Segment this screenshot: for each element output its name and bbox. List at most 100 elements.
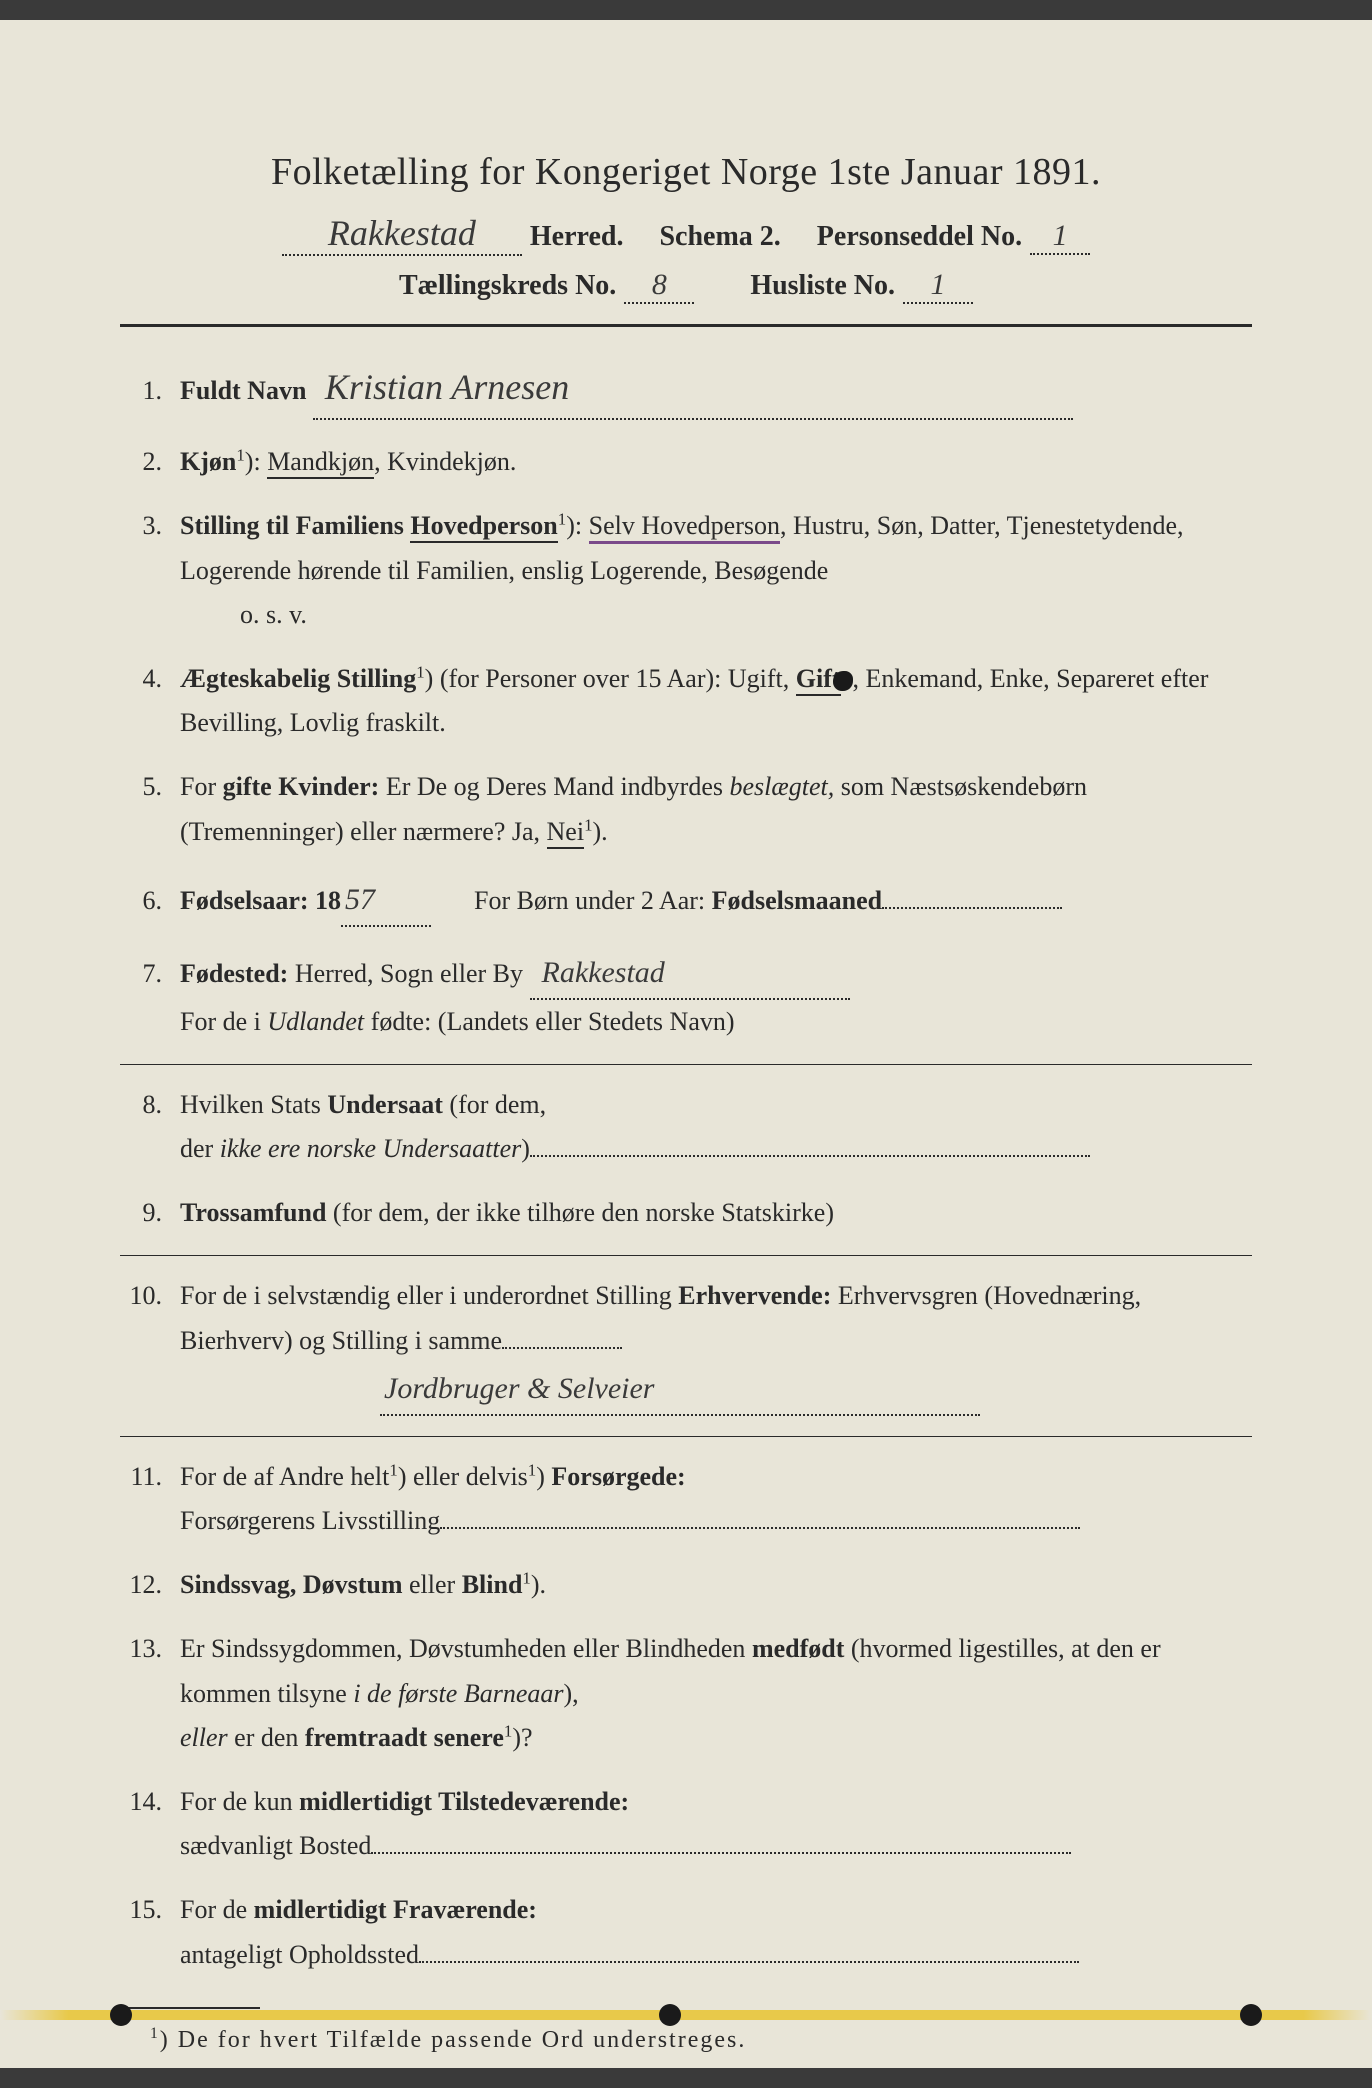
field-num: 4. [120, 657, 180, 701]
field-label: Trossamfund [180, 1198, 326, 1227]
kreds-value: 8 [624, 268, 694, 304]
footnote-ref: 1 [584, 815, 592, 834]
field-13: 13. Er Sindssygdommen, Døvstumheden elle… [120, 1627, 1252, 1760]
field-8: 8. Hvilken Stats Undersaat (for dem, der… [120, 1083, 1252, 1171]
footnote-rule [120, 2007, 260, 2009]
text-italic: Udlandet [267, 1007, 364, 1036]
punch-hole-icon [659, 2004, 681, 2026]
field-num: 8. [120, 1083, 180, 1127]
text: Er De og Deres Mand indbyrdes [379, 772, 729, 801]
field-label: Fødested: [180, 959, 288, 988]
divider [120, 1064, 1252, 1065]
personseddel-value: 1 [1030, 219, 1090, 255]
field-num: 11. [120, 1455, 180, 1499]
text: )? [512, 1723, 532, 1752]
form-title: Folketælling for Kongeriget Norge 1ste J… [120, 150, 1252, 194]
text: Herred, Sogn eller By [288, 959, 523, 988]
field-num: 9. [120, 1191, 180, 1235]
footnote-ref: 1 [528, 1460, 536, 1479]
form-header: Folketælling for Kongeriget Norge 1ste J… [120, 150, 1252, 327]
field-num: 10. [120, 1274, 180, 1318]
blank-field [440, 1527, 1080, 1529]
field-10: 10. For de i selvstændig eller i underor… [120, 1274, 1252, 1415]
blank-field [530, 1155, 1090, 1157]
kreds-label: Tællingskreds No. [399, 270, 616, 302]
text: antageligt Opholdssted [180, 1940, 419, 1969]
field-num: 2. [120, 440, 180, 484]
year-value: 57 [341, 874, 431, 927]
field-label: Ægteskabelig Stilling [180, 664, 416, 693]
field-label: Fødselsaar: 18 [180, 886, 341, 915]
field-7: 7. Fødested: Herred, Sogn eller By Rakke… [120, 947, 1252, 1044]
field-4: 4. Ægteskabelig Stilling1) (for Personer… [120, 657, 1252, 745]
footnote-ref: 1 [522, 1569, 530, 1588]
field-3: 3. Stilling til Familiens Hovedperson1):… [120, 504, 1252, 637]
field-num: 1. [120, 369, 180, 413]
footnote-ref: 1 [416, 662, 424, 681]
footnote-ref: 1 [389, 1460, 397, 1479]
text: Er Sindssygdommen, Døvstumheden eller Bl… [180, 1634, 752, 1663]
text-italic: i de første Barneaar [353, 1679, 563, 1708]
selected-option: Mandkjøn [267, 447, 374, 479]
text: For de kun [180, 1787, 299, 1816]
field-num: 7. [120, 952, 180, 996]
ink-blot-icon [833, 671, 853, 691]
text: ), [563, 1679, 578, 1708]
selected-option: Selv Hovedperson [589, 511, 780, 544]
schema-label: Schema 2. [659, 221, 780, 253]
text: ) eller delvis [398, 1462, 528, 1491]
text: der [180, 1134, 220, 1163]
field-label-u: Hovedperson [410, 511, 557, 543]
text-bold: Fødselsmaaned [712, 886, 882, 915]
text: For Børn under 2 Aar: [474, 886, 712, 915]
field-9: 9. Trossamfund (for dem, der ikke tilhør… [120, 1191, 1252, 1235]
field-num: 15. [120, 1888, 180, 1932]
field-2: 2. Kjøn1): Mandkjøn, Kvindekjøn. [120, 440, 1252, 484]
footnote-ref: 1 [150, 2025, 160, 2042]
yellow-strip-icon [0, 2010, 1372, 2020]
birthplace-value: Rakkestad [530, 947, 850, 1000]
field-15: 15. For de midlertidigt Fraværende: anta… [120, 1888, 1252, 1976]
text-italic: eller [180, 1723, 228, 1752]
field-num: 14. [120, 1780, 180, 1824]
field-num: 3. [120, 504, 180, 548]
personseddel-label: Personseddel No. [817, 221, 1022, 253]
herred-label: Herred. [530, 221, 624, 253]
field-14: 14. For de kun midlertidigt Tilstedevære… [120, 1780, 1252, 1868]
text: Forsørgerens Livsstilling [180, 1506, 440, 1535]
text: (for dem, [443, 1090, 546, 1119]
field-11: 11. For de af Andre helt1) eller delvis1… [120, 1455, 1252, 1543]
text-bold: medfødt [752, 1634, 844, 1663]
footnote-ref: 1 [558, 510, 566, 529]
field-num: 12. [120, 1563, 180, 1607]
field-6: 6. Fødselsaar: 1857 For Børn under 2 Aar… [120, 874, 1252, 927]
header-rule [120, 324, 1252, 327]
punch-hole-icon [110, 2004, 132, 2026]
header-row-1: Rakkestad Herred. Schema 2. Personseddel… [120, 212, 1252, 256]
text-italic: ikke ere norske Undersaatter [220, 1134, 522, 1163]
text: ) [521, 1134, 530, 1163]
blank-field [882, 907, 1062, 909]
text: ) [536, 1462, 551, 1491]
header-row-2: Tællingskreds No. 8 Husliste No. 1 [120, 268, 1252, 304]
text-bold: midlertidigt Fraværende: [254, 1895, 537, 1924]
text: (for dem, der ikke tilhøre den norske St… [326, 1198, 834, 1227]
text: er den [228, 1723, 305, 1752]
text-bold: gifte Kvinder: [223, 772, 380, 801]
text: For de [180, 1895, 254, 1924]
field-12: 12. Sindssvag, Døvstum eller Blind1). [120, 1563, 1252, 1607]
text: For de i [180, 1007, 267, 1036]
field-label: Sindssvag, Døvstum [180, 1570, 403, 1599]
text-bold: fremtraadt senere [305, 1723, 504, 1752]
husliste-value: 1 [903, 268, 973, 304]
text: eller [403, 1570, 462, 1599]
divider [120, 1436, 1252, 1437]
occupation-value: Jordbruger & Selveier [380, 1363, 980, 1416]
husliste-label: Husliste No. [750, 270, 895, 302]
footnote-ref: 1 [236, 446, 244, 465]
text: For [180, 772, 223, 801]
field-num: 5. [120, 765, 180, 809]
field-label: Fuldt Navn [180, 376, 306, 405]
field-num: 6. [120, 879, 180, 923]
text-bold: Blind [462, 1570, 523, 1599]
